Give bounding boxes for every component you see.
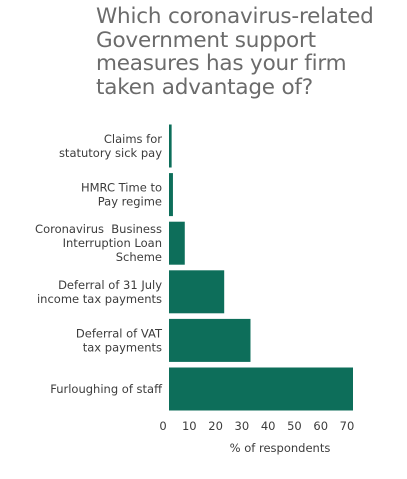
x-axis-ticks-group: 0 10 20 30 40 50 60 70 — [159, 419, 354, 433]
category-label-1: HMRC Time to Pay regime — [81, 181, 162, 209]
category-label-5: Furloughing of staff — [50, 382, 163, 396]
x-tick-label-4: 40 — [261, 419, 276, 433]
category-label-0: Claims for statutory sick pay — [59, 132, 162, 160]
bars-group — [169, 124, 353, 411]
category-label-4: Deferral of VAT tax payments — [76, 326, 163, 354]
x-axis-title: % of respondents — [230, 441, 331, 455]
x-tick-label-7: 70 — [340, 419, 355, 433]
bar-5 — [169, 367, 353, 411]
category-labels-group: Claims for statutory sick pay HMRC Time to… — [35, 132, 163, 396]
bar-3 — [169, 270, 225, 314]
x-tick-label-5: 50 — [287, 419, 302, 433]
bar-2 — [169, 221, 185, 265]
category-label-3: Deferral of 31 July income tax payments — [37, 278, 162, 306]
x-tick-label-3: 30 — [235, 419, 250, 433]
category-label-2: Coronavirus Business Interruption Loan Sch… — [35, 222, 162, 264]
bar-1 — [169, 173, 173, 217]
x-tick-label-0: 0 — [159, 419, 166, 433]
chart-title: Which coronavirus-related Government sup… — [96, 4, 374, 100]
bar-4 — [169, 318, 251, 362]
x-tick-label-6: 60 — [313, 419, 328, 433]
bar-0 — [169, 124, 172, 168]
x-tick-label-1: 10 — [182, 419, 197, 433]
x-tick-label-2: 20 — [208, 419, 223, 433]
